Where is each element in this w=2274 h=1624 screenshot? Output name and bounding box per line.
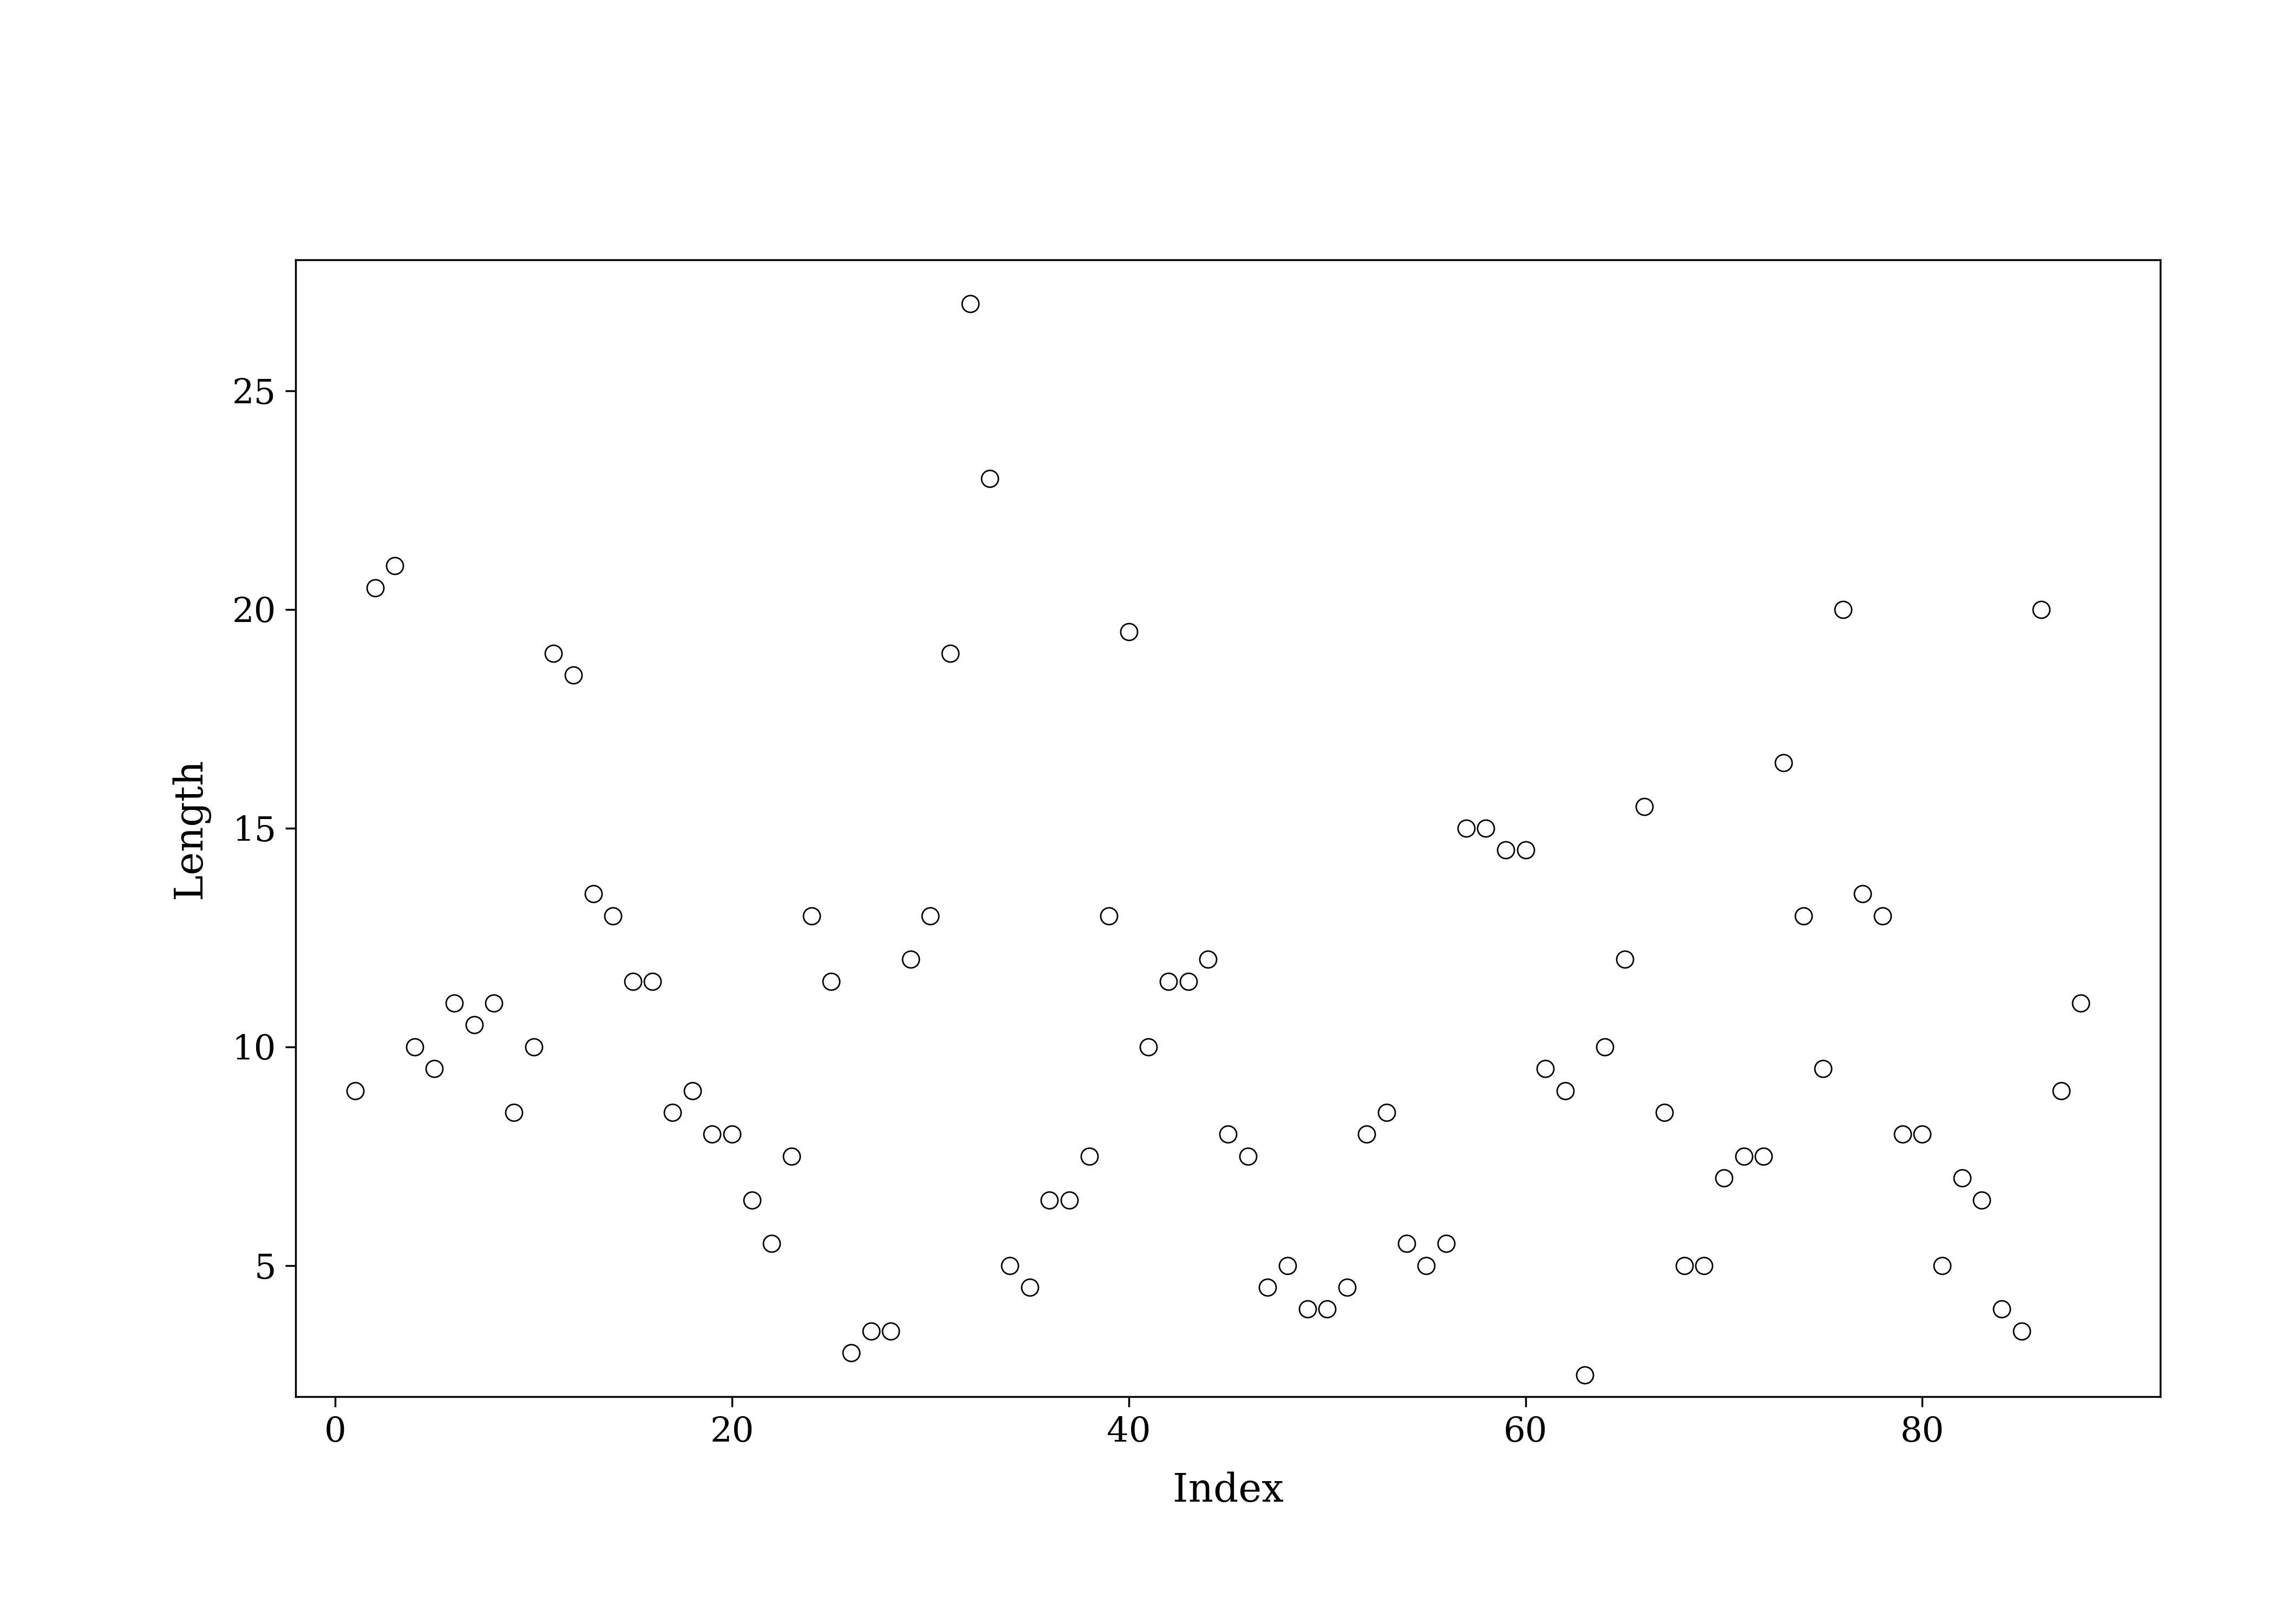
Point: [1487, 836, 1524, 862]
Point: [1189, 947, 1226, 973]
Point: [1092, 903, 1128, 929]
Point: [1130, 1034, 1167, 1060]
Point: [1071, 1143, 1107, 1169]
Point: [1685, 1252, 1721, 1278]
Point: [1806, 1056, 1842, 1082]
Point: [377, 552, 414, 578]
Point: [614, 968, 650, 994]
Point: [496, 1099, 532, 1125]
Point: [1626, 794, 1662, 820]
Point: [1944, 1164, 1981, 1190]
Point: [437, 991, 473, 1017]
Point: [1310, 1296, 1346, 1322]
Point: [1408, 1252, 1444, 1278]
Point: [891, 947, 928, 973]
Point: [1646, 1099, 1683, 1125]
Point: [1269, 1252, 1305, 1278]
Point: [953, 291, 989, 317]
Point: [555, 663, 591, 689]
Point: [337, 1078, 373, 1104]
Point: [1289, 1296, 1326, 1322]
Point: [1369, 1099, 1405, 1125]
Point: [1389, 1231, 1426, 1257]
Point: [1903, 1121, 1940, 1147]
Point: [1765, 750, 1801, 776]
Point: [1508, 836, 1544, 862]
Point: [1110, 619, 1146, 645]
Point: [475, 991, 512, 1017]
Point: [832, 1340, 869, 1366]
Point: [516, 1034, 553, 1060]
Point: [1706, 1164, 1742, 1190]
Point: [1567, 1363, 1603, 1389]
Point: [814, 968, 850, 994]
Point: [1248, 1275, 1285, 1301]
Point: [1924, 1252, 1960, 1278]
Point: [1983, 1296, 2019, 1322]
Point: [1785, 903, 1821, 929]
Point: [912, 903, 948, 929]
Point: [794, 903, 830, 929]
Point: [575, 880, 612, 906]
Point: [694, 1121, 730, 1147]
Point: [1726, 1143, 1762, 1169]
Point: [1587, 1034, 1624, 1060]
Point: [932, 640, 969, 666]
Point: [596, 903, 632, 929]
Point: [396, 1034, 432, 1060]
Point: [2024, 596, 2060, 622]
Point: [1051, 1187, 1087, 1213]
Point: [1885, 1121, 1922, 1147]
Point: [991, 1252, 1028, 1278]
Point: [1151, 968, 1187, 994]
Point: [753, 1231, 789, 1257]
Point: [655, 1099, 691, 1125]
Point: [2003, 1319, 2040, 1345]
Point: [1210, 1121, 1246, 1147]
Point: [735, 1187, 771, 1213]
Point: [1348, 1121, 1385, 1147]
Point: [1328, 1275, 1364, 1301]
Point: [1012, 1275, 1048, 1301]
Point: [773, 1143, 810, 1169]
Point: [416, 1056, 453, 1082]
Point: [1030, 1187, 1067, 1213]
Point: [853, 1319, 889, 1345]
Point: [1667, 1252, 1703, 1278]
Point: [1171, 968, 1207, 994]
Point: [1605, 947, 1642, 973]
Point: [1546, 1078, 1583, 1104]
Point: [873, 1319, 910, 1345]
Point: [457, 1012, 493, 1038]
Point: [534, 640, 571, 666]
X-axis label: Index: Index: [1173, 1471, 1283, 1510]
Point: [634, 968, 671, 994]
Point: [1824, 596, 1860, 622]
Point: [1230, 1143, 1267, 1169]
Point: [1528, 1056, 1565, 1082]
Point: [1865, 903, 1901, 929]
Point: [1746, 1143, 1783, 1169]
Point: [2042, 1078, 2078, 1104]
Point: [2063, 991, 2099, 1017]
Point: [1962, 1187, 1999, 1213]
Point: [1467, 815, 1503, 841]
Point: [673, 1078, 709, 1104]
Point: [1449, 815, 1485, 841]
Point: [1428, 1231, 1464, 1257]
Point: [1844, 880, 1881, 906]
Point: [714, 1121, 750, 1147]
Point: [357, 575, 393, 601]
Point: [971, 466, 1007, 492]
Y-axis label: Length: Length: [171, 758, 209, 898]
